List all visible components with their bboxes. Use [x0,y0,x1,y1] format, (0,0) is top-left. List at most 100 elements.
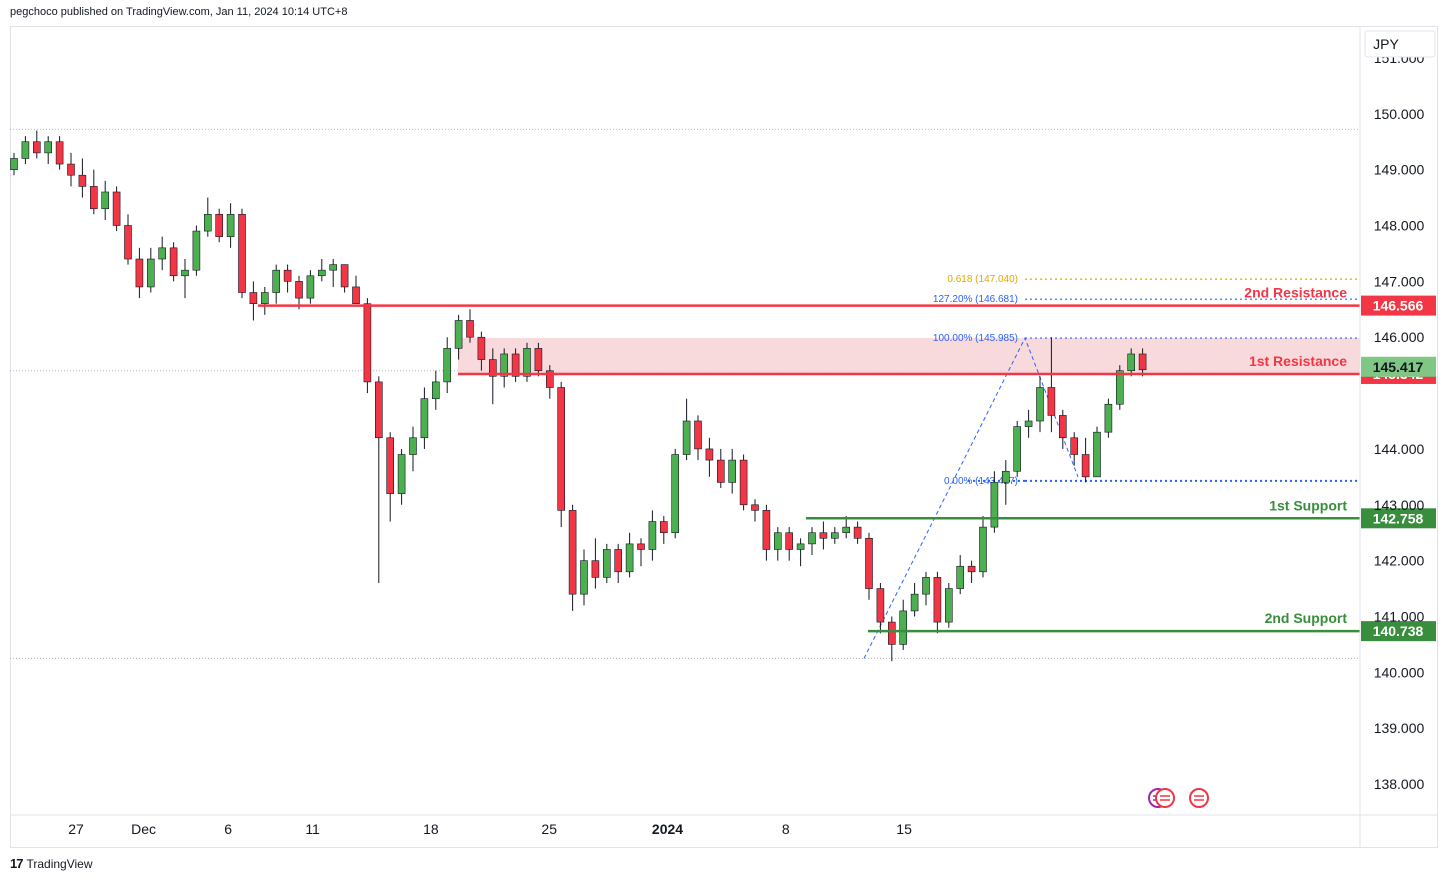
candle-body [1138,353,1147,371]
candle-body [967,565,976,573]
x-tick-label: 6 [224,821,232,837]
candle [21,136,30,165]
candle-body [55,141,64,165]
candle [557,381,566,528]
candle-body [1024,420,1033,427]
price-chart[interactable]: 0.618 (147.040) 127.20% (146.681) 100.00% … [0,0,1448,850]
candle-body [853,526,862,539]
last-price-tag [1361,356,1436,377]
candle [580,549,588,606]
candle [944,582,953,628]
candle-body [534,348,543,372]
candle-body [374,381,383,439]
candle [671,448,680,539]
candle-body [625,543,634,573]
candle-body [751,504,759,511]
candle-body [90,186,98,210]
candle-body [922,577,930,595]
candle [568,504,577,611]
candle-body [488,359,497,377]
candle-body [443,348,452,383]
candle-body [181,269,189,277]
candle [830,527,839,544]
candle [488,348,497,405]
candle-body [876,588,885,623]
candle-body [306,275,315,299]
last-price-tag-text: 145.417 [1373,359,1424,375]
chart-frame [10,26,1438,848]
axes: 151.000150.000149.000148.000147.000146.0… [10,27,1438,847]
candle [910,582,919,617]
y-tick-label: 140.000 [1374,664,1425,680]
candle [1059,409,1067,449]
resistance-level-label: 2nd Resistance [1244,285,1347,301]
candle-body [602,549,611,578]
candle-body [283,269,292,282]
candle-body [454,320,463,349]
x-tick-label: 2024 [652,821,683,837]
candle [44,136,53,165]
candle [78,158,87,198]
candle [842,515,851,539]
tradingview-footer[interactable]: 17 TradingView [10,856,93,871]
candle [204,197,212,237]
candle-body [226,214,235,237]
currency-box [1364,30,1436,58]
candle [614,543,623,583]
candle [899,599,908,651]
candle-body [67,163,75,176]
candle-body [204,214,212,232]
candle-body [158,247,166,260]
economic-event-icon [1155,788,1175,808]
candle-body [705,448,714,461]
candle [602,543,611,583]
y-tick-label: 144.000 [1374,441,1425,457]
candle-body [591,560,600,578]
fib-swing-line [863,336,1079,659]
fib-level-label: 127.20% (146.681) [933,294,1018,305]
price-tag-text: 140.738 [1373,623,1424,639]
candle [739,454,748,511]
resistance-zone [458,338,1360,374]
candle [306,270,315,304]
candle-body [523,348,531,377]
candle [511,348,520,382]
candle-body [671,454,680,534]
candle [147,247,155,293]
candle-body [762,510,771,550]
candle-body [260,292,269,304]
candle-body [819,532,828,539]
candle-body [1081,454,1090,478]
candle [1104,398,1113,438]
candle [694,415,702,461]
candle [477,331,486,371]
publisher-line: pegchoco published on TradingView.com, J… [10,6,348,18]
candle [1024,409,1033,438]
candle [135,247,144,299]
y-tick-label: 150.000 [1374,106,1425,122]
tradingview-logo-icon: 17 [10,856,24,871]
candle-body [295,281,303,299]
candle-body [648,521,657,550]
candle [249,281,258,321]
candle-body [739,459,748,506]
candle-body [580,560,588,595]
y-tick-label: 142.000 [1374,553,1425,569]
candle-body [1036,387,1044,422]
candle [374,376,383,583]
y-tick-label: 139.000 [1374,720,1425,736]
candle-body [728,459,737,483]
candle-body [135,258,144,288]
candle-body [557,387,566,511]
candle [523,342,531,382]
candle-body [112,191,121,226]
fib-level-label: 0.618 (147.040) [947,274,1018,285]
candle-body [808,532,816,545]
y-tick-label: 148.000 [1374,218,1425,234]
candle [1138,348,1147,377]
candle-body [773,532,782,550]
candle [785,527,794,561]
candle-body [101,191,109,210]
reference-lines [10,128,1360,659]
